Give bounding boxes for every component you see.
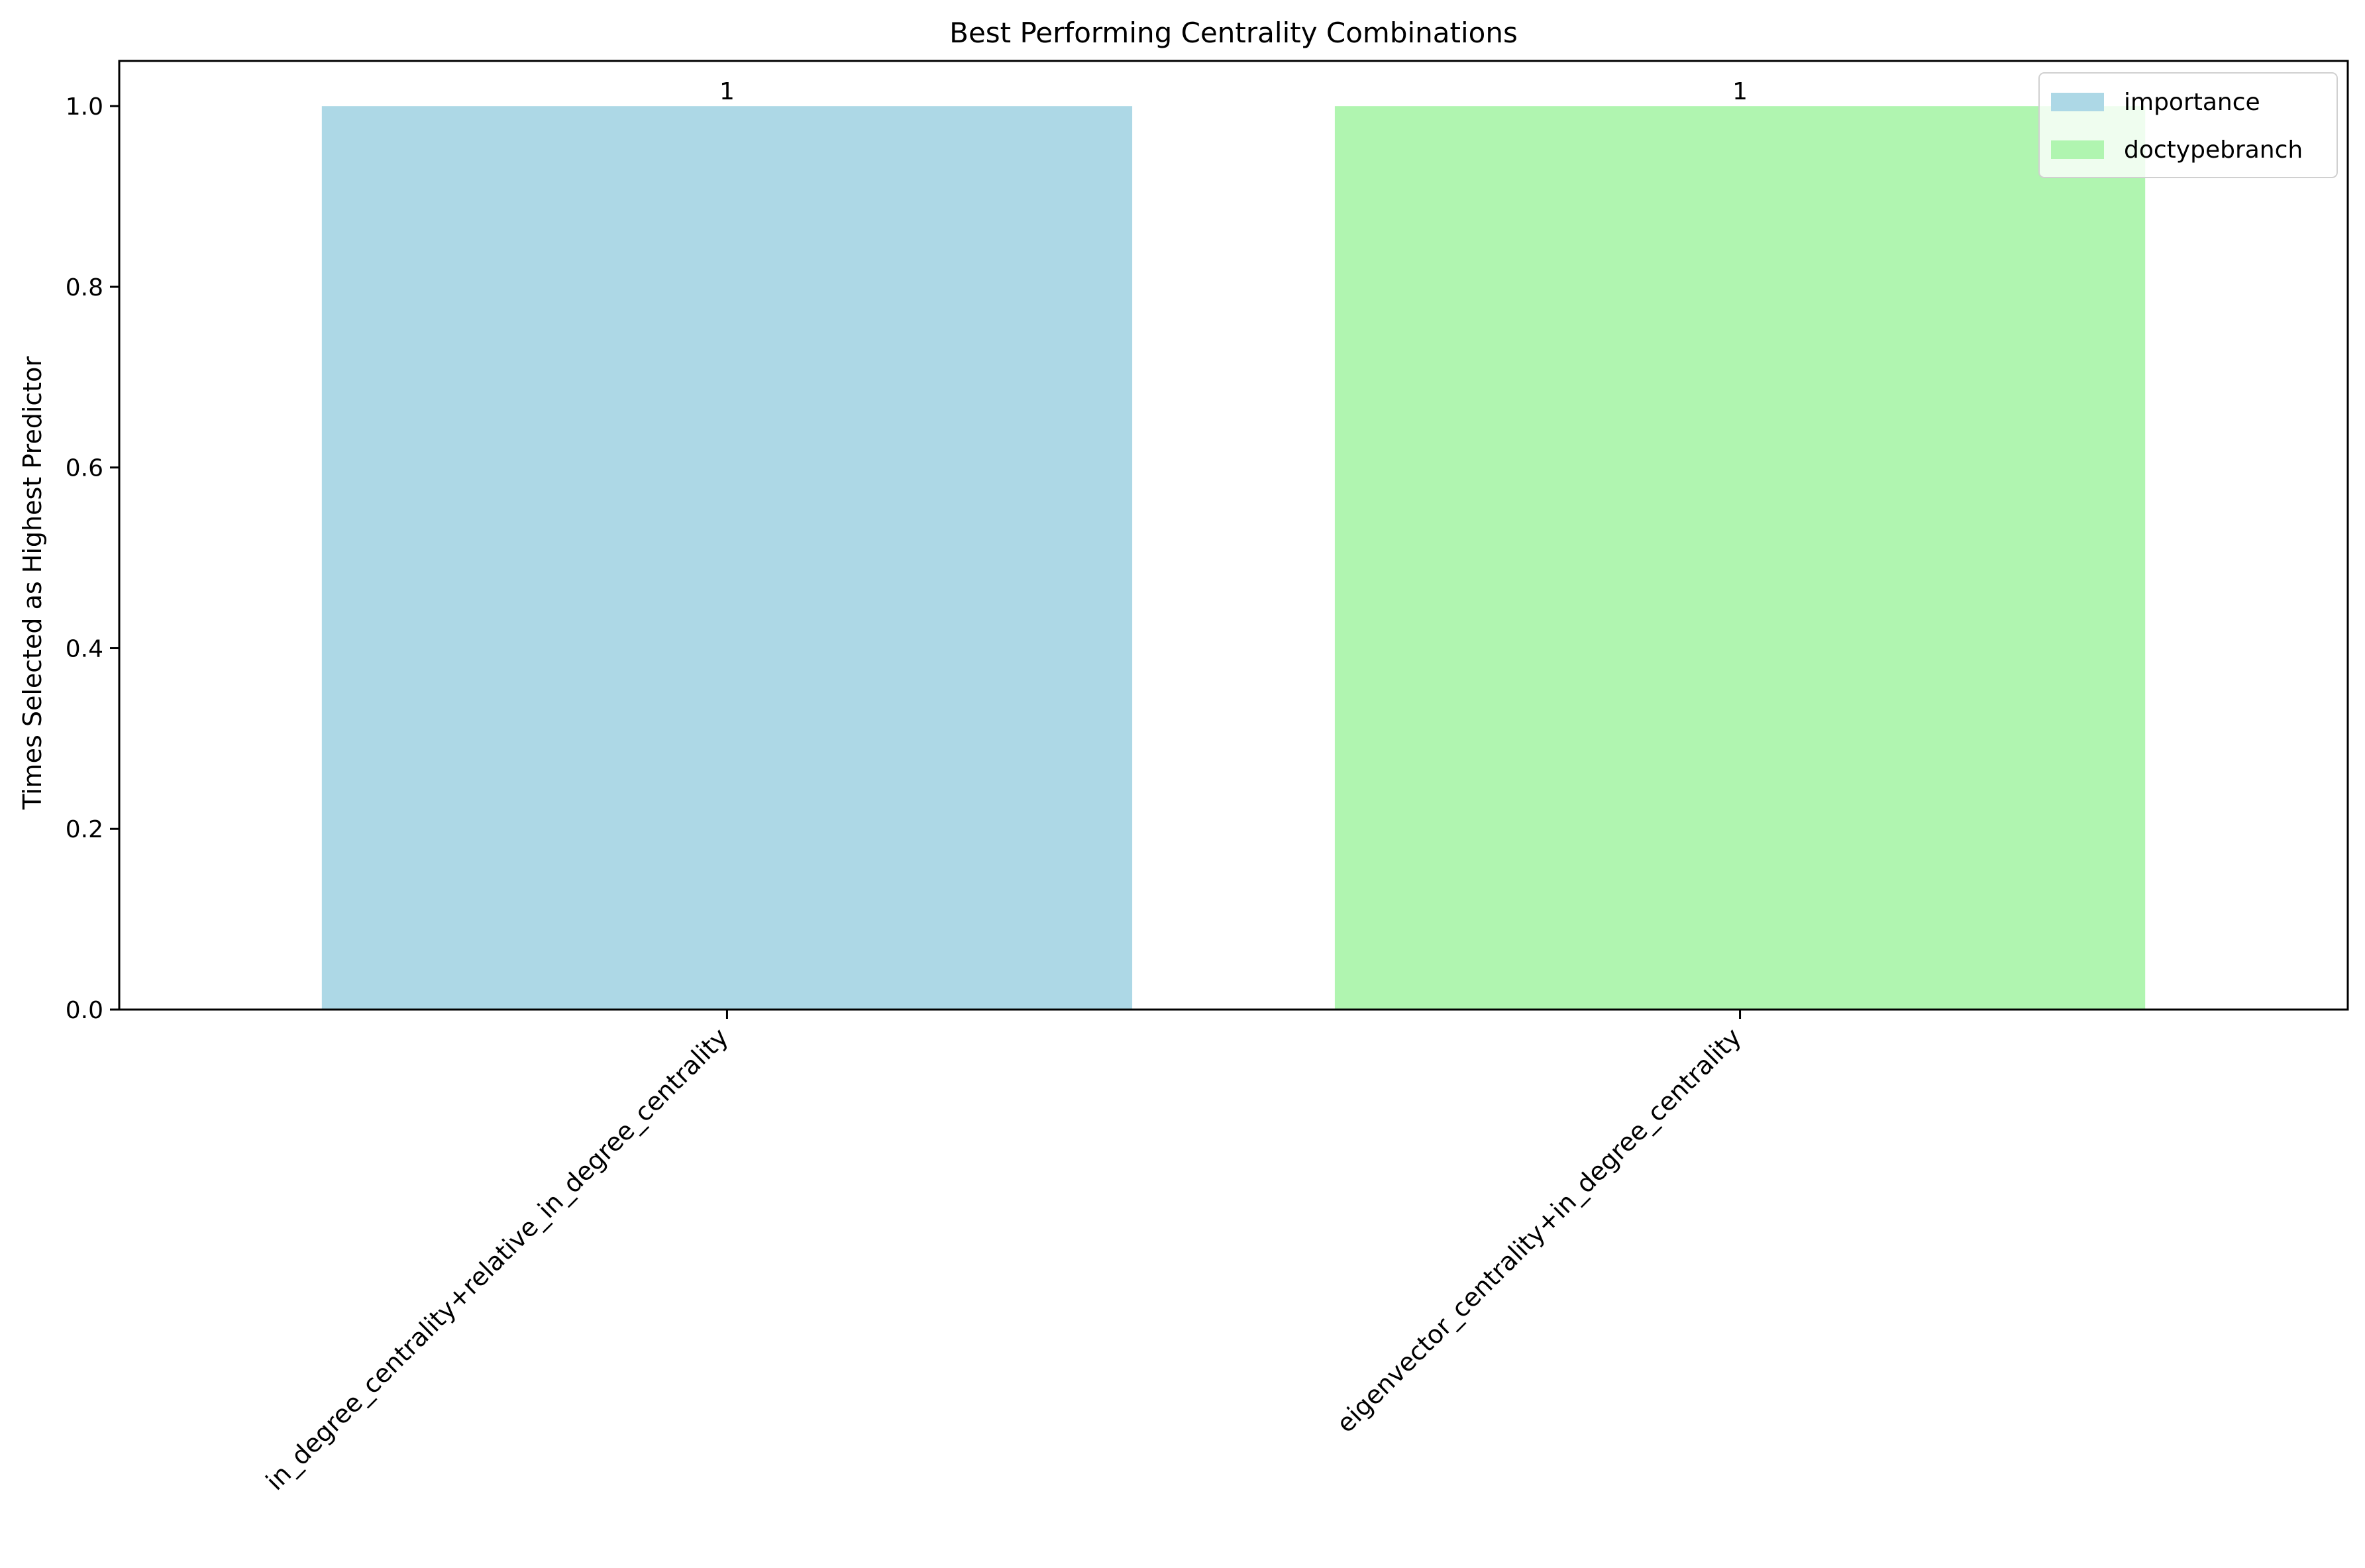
y-tick-label: 0.2: [66, 816, 103, 843]
legend-swatch: [2051, 93, 2104, 111]
bar: [321, 106, 1133, 1010]
y-tick-label: 0.8: [66, 274, 103, 301]
legend-swatch: [2051, 140, 2104, 159]
bars-layer: [321, 106, 2146, 1010]
bar: [1334, 106, 2146, 1010]
plot-frame: [118, 60, 2349, 1011]
bar-value-label: 1: [719, 78, 735, 105]
legend-label: importance: [2124, 89, 2260, 116]
y-tick-label: 0.6: [66, 455, 103, 482]
y-tick-label: 0.4: [66, 635, 103, 662]
legend-label: doctypebranch: [2124, 136, 2303, 164]
y-axis: 0.0 0.2 0.4 0.6 0.8 1.0: [66, 93, 119, 1024]
legend: importance doctypebranch: [2038, 72, 2338, 178]
y-axis-label: Times Selected as Highest Predictor: [18, 356, 47, 810]
y-tick-label: 0.0: [66, 997, 103, 1024]
legend-box: [2038, 72, 2338, 178]
chart-title: Best Performing Centrality Combinations: [949, 17, 1518, 49]
bar-value-label: 1: [1732, 78, 1748, 105]
y-tick-label: 1.0: [66, 93, 103, 121]
